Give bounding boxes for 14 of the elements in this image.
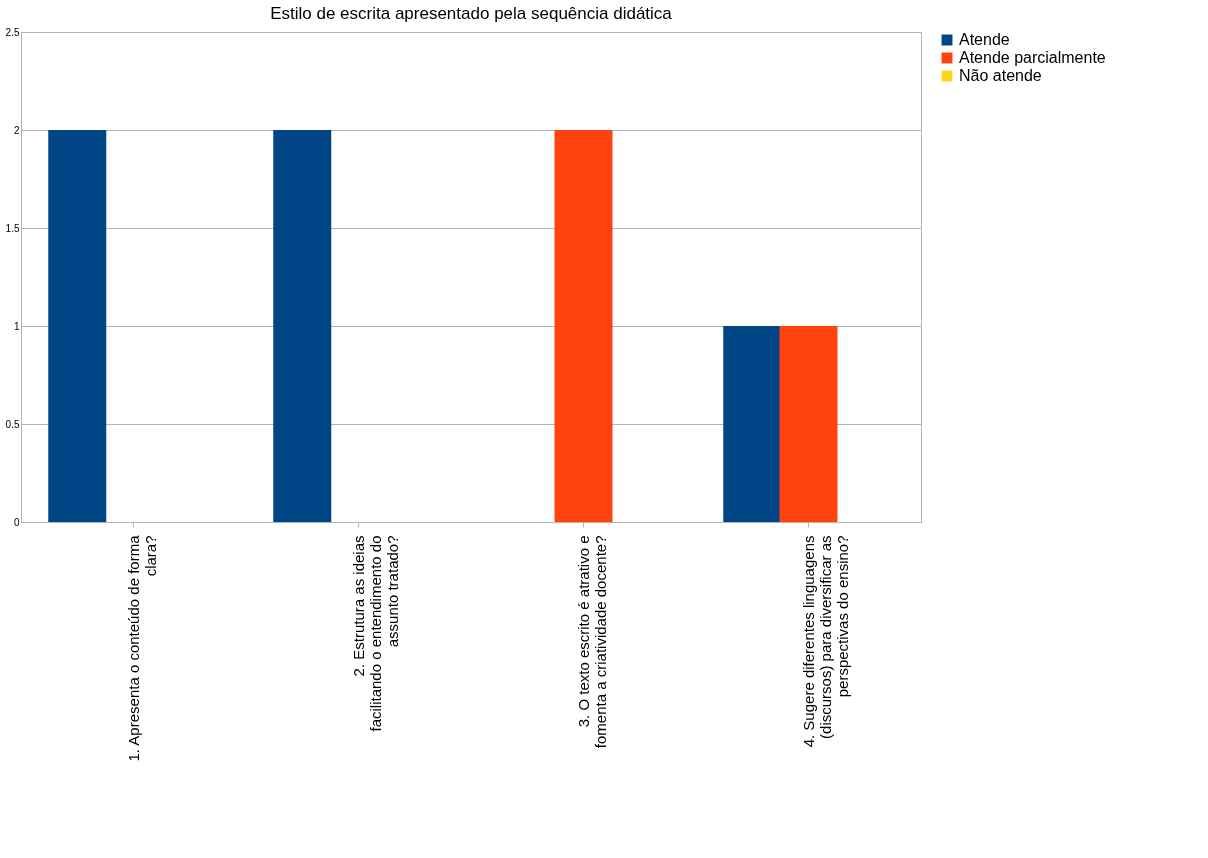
x-tick-label: 2. Estrutura as ideias facilitando o entendimento do assunto tratado?: [349, 535, 401, 732]
legend-label: Atende parcialmente: [959, 49, 1106, 66]
legend-label: Não atende: [959, 67, 1042, 84]
x-tick-label: 1. Apresenta o conteúdo de forma clara?: [124, 534, 159, 762]
y-tick-label: 2: [13, 124, 20, 136]
y-tick-label: 1.5: [5, 222, 20, 234]
legend-label: Atende: [959, 31, 1010, 48]
y-tick-label: 2.5: [5, 26, 20, 38]
x-tick-label: 3. O texto escrito é atrativo e fomenta a criatividade docente?: [574, 535, 609, 749]
x-tick-label: 4. Sugere diferentes linguagens (discursos) para diversificar as perspectivas do ensino?: [799, 535, 851, 748]
y-tick-label: 1: [13, 320, 20, 332]
y-tick-label: 0: [13, 516, 20, 528]
y-tick-label: 0.5: [5, 418, 20, 430]
chart-title: Estilo de escrita apresentado pela sequência didática: [270, 4, 673, 23]
